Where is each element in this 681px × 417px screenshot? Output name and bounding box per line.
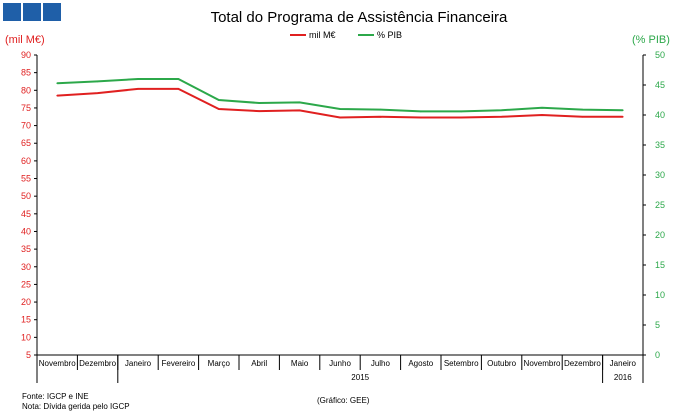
left-tick-label: 55 [21, 174, 31, 184]
x-tick-label: Abril [251, 359, 267, 368]
series-line-pib [57, 78, 623, 113]
point-mil [339, 116, 341, 119]
right-tick-label: 25 [655, 200, 665, 210]
x-tick-label: Novembro [524, 359, 561, 368]
left-axis-ticks: 5 10 15 20 25 30 35 40 45 50 55 60 65 70 75 80 85 90 [21, 50, 37, 360]
legend-label-pib: % PIB [377, 30, 402, 40]
right-tick-label: 30 [655, 170, 665, 180]
x-tick-label: Dezembro [564, 359, 601, 368]
point-pib [56, 82, 58, 84]
x-tick-label: Março [208, 359, 231, 368]
point-mil [298, 109, 301, 112]
series-group [56, 78, 624, 119]
year-label: 2016 [614, 373, 632, 382]
x-tick-label: Setembro [444, 359, 479, 368]
left-tick-label: 90 [21, 50, 31, 60]
footer-source: Fonte: IGCP e INE [22, 392, 89, 401]
left-tick-label: 85 [21, 68, 31, 78]
x-tick-label: Julho [371, 359, 391, 368]
left-tick-label: 45 [21, 209, 31, 219]
left-tick-label: 60 [21, 156, 31, 166]
point-pib [541, 107, 543, 109]
right-tick-label: 10 [655, 290, 665, 300]
left-tick-label: 15 [21, 315, 31, 325]
x-tick-label: Outubro [487, 359, 516, 368]
series-line-mil [57, 87, 623, 119]
right-tick-label: 50 [655, 50, 665, 60]
point-pib [460, 110, 463, 113]
point-pib [420, 110, 422, 113]
point-pib [622, 109, 624, 111]
point-pib [581, 108, 584, 111]
legend-label-mil: mil M€ [309, 30, 336, 40]
point-pib [96, 80, 99, 83]
point-pib [258, 102, 261, 104]
right-tick-label: 15 [655, 260, 665, 270]
left-tick-label: 65 [21, 138, 31, 148]
left-tick-label: 35 [21, 244, 31, 254]
point-mil [541, 114, 543, 116]
x-tick-label: Dezembro [79, 359, 116, 368]
logo-square [43, 3, 61, 21]
left-tick-label: 40 [21, 226, 31, 236]
left-tick-label: 70 [21, 121, 31, 131]
point-mil [500, 115, 503, 118]
x-tick-label: Fevereiro [162, 359, 196, 368]
footer-note: Nota: Dívida gerida pelo IGCP [22, 402, 130, 411]
year-label: 2015 [351, 373, 369, 382]
point-mil [96, 92, 99, 94]
left-tick-label: 30 [21, 262, 31, 272]
left-tick-label: 50 [21, 191, 31, 201]
point-pib [137, 78, 139, 80]
point-mil [622, 115, 624, 118]
x-tick-label: Maio [291, 359, 309, 368]
x-axis-categories: Novembro Dezembro Janeiro Fevereiro Março Abr… [39, 355, 637, 383]
left-tick-label: 20 [21, 297, 31, 307]
logo-square [3, 3, 21, 21]
left-tick-label: 5 [26, 350, 31, 360]
point-mil [56, 94, 58, 97]
point-pib [339, 108, 341, 110]
point-pib [500, 109, 503, 111]
x-tick-label: Junho [329, 359, 351, 368]
legend: mil M€ % PIB [290, 30, 402, 40]
point-mil [581, 115, 584, 118]
point-pib [298, 101, 301, 104]
right-axis-ticks: 0 5 10 15 20 25 30 35 40 45 50 [643, 50, 665, 360]
x-tick-label: Janeiro [125, 359, 152, 368]
point-pib [177, 78, 180, 80]
left-tick-label: 10 [21, 332, 31, 342]
left-axis-label: (mil M€) [5, 34, 45, 46]
right-tick-label: 0 [655, 350, 660, 360]
point-mil [258, 110, 261, 112]
point-mil [177, 88, 180, 90]
left-tick-label: 80 [21, 85, 31, 95]
footer-credit: (Gráfico: GEE) [317, 396, 370, 405]
right-axis-label: (% PIB) [632, 34, 670, 46]
point-mil [137, 88, 139, 90]
right-tick-label: 40 [655, 110, 665, 120]
point-mil [420, 116, 422, 119]
point-pib [379, 108, 382, 111]
point-pib [218, 99, 220, 101]
right-tick-label: 5 [655, 320, 660, 330]
right-tick-label: 20 [655, 230, 665, 240]
axes [36, 55, 644, 383]
logo-square [23, 3, 41, 21]
point-mil [379, 115, 382, 118]
point-mil [460, 116, 463, 119]
chart-title: Total do Programa de Assistência Finance… [211, 9, 508, 26]
point-mil [218, 108, 220, 110]
x-tick-label: Novembro [39, 359, 76, 368]
x-tick-label: Janeiro [610, 359, 637, 368]
x-tick-label: Agosto [408, 359, 433, 368]
logo [3, 3, 61, 21]
right-tick-label: 45 [655, 80, 665, 90]
left-tick-label: 75 [21, 103, 31, 113]
left-tick-label: 25 [21, 279, 31, 289]
right-tick-label: 35 [655, 140, 665, 150]
